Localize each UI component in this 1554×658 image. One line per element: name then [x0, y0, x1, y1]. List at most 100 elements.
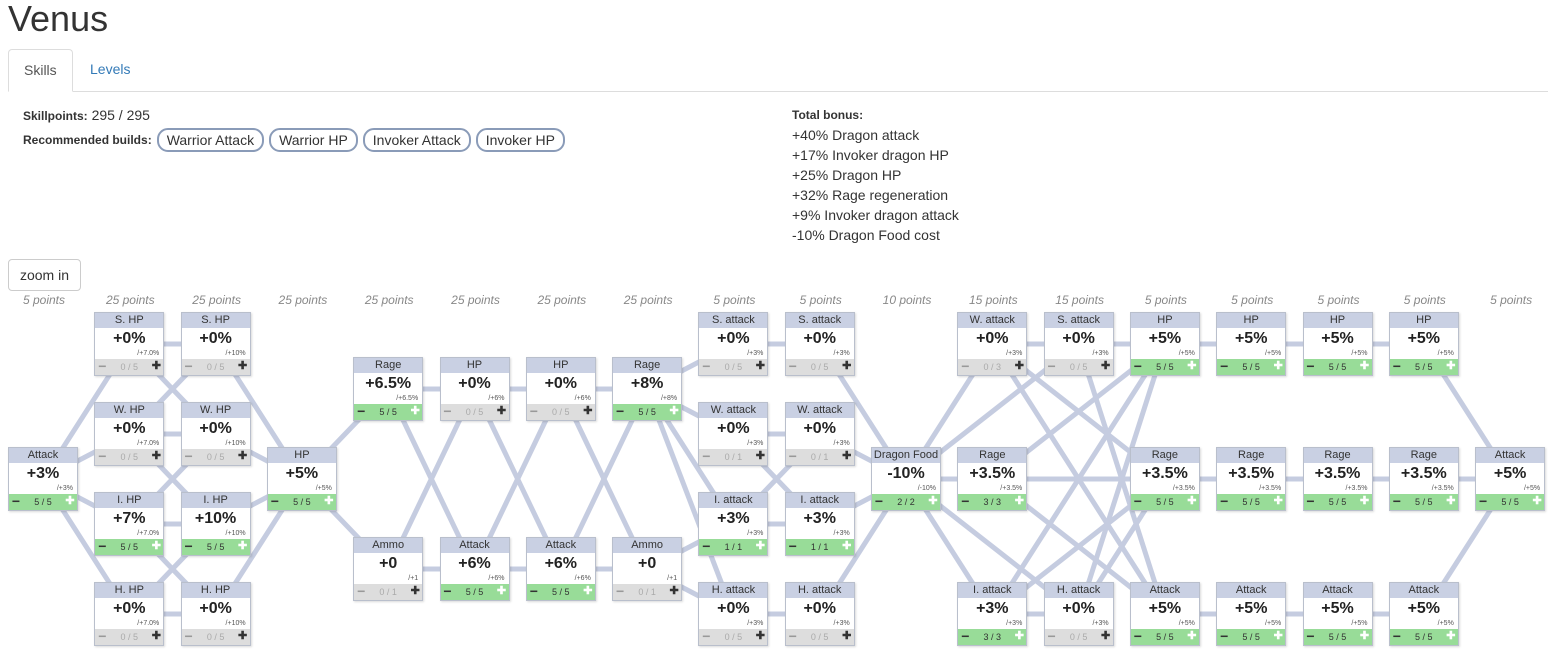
increase-skill-button[interactable]: ✚	[842, 450, 852, 462]
increase-skill-button[interactable]: ✚	[669, 585, 679, 597]
tab-levels[interactable]: Levels	[90, 61, 131, 77]
decrease-skill-button[interactable]: −	[357, 583, 366, 599]
decrease-skill-button[interactable]: −	[1479, 493, 1488, 509]
decrease-skill-button[interactable]: −	[788, 628, 797, 644]
decrease-skill-button[interactable]: −	[1133, 358, 1142, 374]
decrease-skill-button[interactable]: −	[443, 403, 452, 419]
increase-skill-button[interactable]: ✚	[583, 405, 593, 417]
increase-skill-button[interactable]: ✚	[237, 360, 248, 372]
decrease-skill-button[interactable]: −	[184, 538, 193, 554]
increase-skill-button[interactable]: ✚	[1100, 630, 1111, 642]
increase-skill-button[interactable]: ✚	[1014, 495, 1024, 507]
increase-skill-button[interactable]: ✚	[928, 495, 938, 507]
increase-skill-button[interactable]: ✚	[151, 540, 161, 552]
increase-skill-button[interactable]: ✚	[1446, 360, 1456, 372]
decrease-skill-button[interactable]: −	[529, 583, 538, 599]
decrease-skill-button[interactable]: −	[1220, 493, 1229, 509]
increase-skill-button[interactable]: ✚	[151, 450, 161, 462]
decrease-skill-button[interactable]: −	[1220, 628, 1229, 644]
decrease-skill-button[interactable]: −	[1047, 628, 1056, 644]
decrease-skill-button[interactable]: −	[98, 358, 107, 374]
decrease-skill-button[interactable]: −	[961, 628, 970, 644]
skill-value: +3.5%	[1141, 465, 1188, 482]
decrease-skill-button[interactable]: −	[788, 538, 797, 554]
increase-skill-button[interactable]: ✚	[1273, 630, 1283, 642]
decrease-skill-button[interactable]: −	[788, 358, 797, 374]
increase-skill-button[interactable]: ✚	[410, 405, 420, 417]
decrease-skill-button[interactable]: −	[270, 493, 279, 509]
decrease-skill-button[interactable]: −	[874, 493, 884, 509]
decrease-skill-button[interactable]: −	[616, 403, 625, 419]
increase-skill-button[interactable]: ✚	[755, 450, 765, 462]
increase-skill-button[interactable]: ✚	[1446, 630, 1456, 642]
decrease-skill-button[interactable]: −	[184, 448, 193, 464]
increase-skill-button[interactable]: ✚	[1187, 360, 1197, 372]
decrease-skill-button[interactable]: −	[1220, 358, 1229, 374]
decrease-skill-button[interactable]: −	[1133, 628, 1142, 644]
increase-skill-button[interactable]: ✚	[496, 585, 507, 597]
decrease-skill-button[interactable]: −	[1392, 358, 1401, 374]
increase-skill-button[interactable]: ✚	[755, 630, 765, 642]
increase-skill-button[interactable]: ✚	[410, 585, 420, 597]
decrease-skill-button[interactable]: −	[98, 628, 107, 644]
tab-skills[interactable]: Skills	[8, 49, 73, 92]
decrease-skill-button[interactable]: −	[98, 448, 107, 464]
increase-skill-button[interactable]: ✚	[755, 540, 765, 552]
decrease-skill-button[interactable]: −	[961, 358, 970, 374]
decrease-skill-button[interactable]: −	[1392, 493, 1401, 509]
build-invoker-hp-button[interactable]: Invoker HP	[475, 128, 565, 152]
increase-skill-button[interactable]: ✚	[583, 585, 593, 597]
increase-skill-button[interactable]: ✚	[151, 630, 161, 642]
decrease-skill-button[interactable]: −	[702, 628, 711, 644]
increase-skill-button[interactable]: ✚	[1187, 495, 1197, 507]
increase-skill-button[interactable]: ✚	[842, 630, 852, 642]
build-warrior-hp-button[interactable]: Warrior HP	[269, 128, 358, 152]
decrease-skill-button[interactable]: −	[1306, 493, 1315, 509]
decrease-skill-button[interactable]: −	[11, 493, 21, 509]
decrease-skill-button[interactable]: −	[529, 403, 538, 419]
build-invoker-attack-button[interactable]: Invoker Attack	[362, 128, 471, 152]
increase-skill-button[interactable]: ✚	[842, 360, 852, 372]
increase-skill-button[interactable]: ✚	[65, 495, 75, 507]
increase-skill-button[interactable]: ✚	[1446, 495, 1456, 507]
skill-title: Attack	[1217, 583, 1286, 598]
decrease-skill-button[interactable]: −	[702, 448, 711, 464]
build-warrior-attack-button[interactable]: Warrior Attack	[156, 128, 265, 152]
decrease-skill-button[interactable]: −	[1306, 358, 1315, 374]
increase-skill-button[interactable]: ✚	[496, 405, 507, 417]
decrease-skill-button[interactable]: −	[616, 583, 625, 599]
increase-skill-button[interactable]: ✚	[1187, 630, 1197, 642]
decrease-skill-button[interactable]: −	[1306, 628, 1315, 644]
increase-skill-button[interactable]: ✚	[237, 450, 248, 462]
decrease-skill-button[interactable]: −	[1133, 493, 1142, 509]
increase-skill-button[interactable]: ✚	[1359, 495, 1370, 507]
decrease-skill-button[interactable]: −	[443, 583, 452, 599]
increase-skill-button[interactable]: ✚	[669, 405, 679, 417]
increase-skill-button[interactable]: ✚	[755, 360, 765, 372]
increase-skill-button[interactable]: ✚	[1273, 360, 1283, 372]
skill-value: +5%	[1148, 330, 1182, 347]
zoom-in-button[interactable]: zoom in	[8, 259, 81, 291]
decrease-skill-button[interactable]: −	[357, 403, 366, 419]
decrease-skill-button[interactable]: −	[702, 358, 711, 374]
increase-skill-button[interactable]: ✚	[1014, 360, 1024, 372]
decrease-skill-button[interactable]: −	[961, 493, 970, 509]
increase-skill-button[interactable]: ✚	[1359, 360, 1370, 372]
decrease-skill-button[interactable]: −	[184, 628, 193, 644]
increase-skill-button[interactable]: ✚	[151, 360, 161, 372]
decrease-skill-button[interactable]: −	[98, 538, 107, 554]
increase-skill-button[interactable]: ✚	[1532, 495, 1542, 507]
decrease-skill-button[interactable]: −	[184, 358, 193, 374]
increase-skill-button[interactable]: ✚	[237, 630, 248, 642]
increase-skill-button[interactable]: ✚	[324, 495, 334, 507]
decrease-skill-button[interactable]: −	[1047, 358, 1056, 374]
increase-skill-button[interactable]: ✚	[1359, 630, 1370, 642]
increase-skill-button[interactable]: ✚	[1273, 495, 1283, 507]
decrease-skill-button[interactable]: −	[788, 448, 797, 464]
increase-skill-button[interactable]: ✚	[842, 540, 852, 552]
increase-skill-button[interactable]: ✚	[1014, 630, 1024, 642]
decrease-skill-button[interactable]: −	[702, 538, 711, 554]
increase-skill-button[interactable]: ✚	[1100, 360, 1111, 372]
increase-skill-button[interactable]: ✚	[237, 540, 248, 552]
decrease-skill-button[interactable]: −	[1392, 628, 1401, 644]
